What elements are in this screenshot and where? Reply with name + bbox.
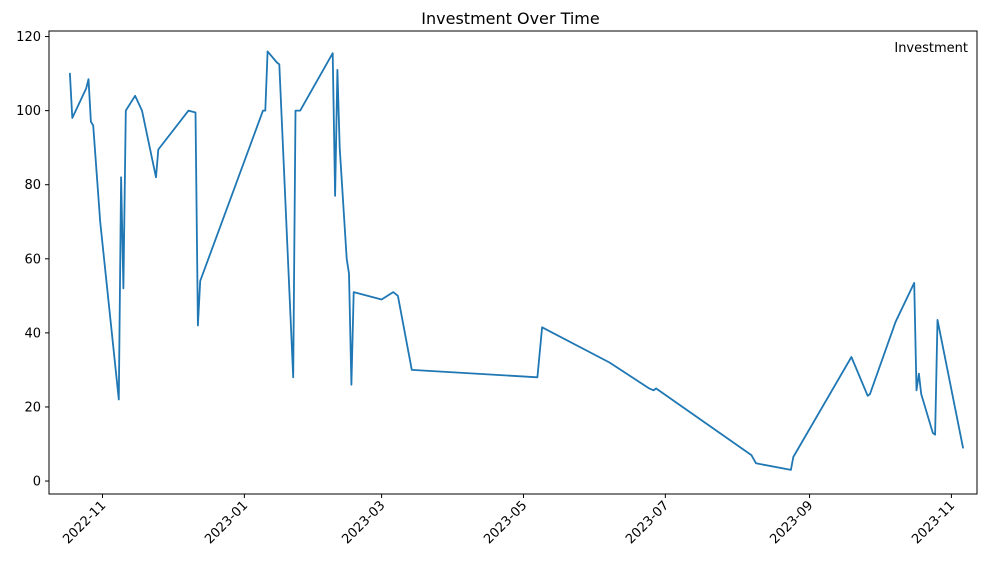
series-line-investment	[69, 50, 964, 471]
y-tick-label: 60	[24, 252, 41, 267]
y-tick-label: 40	[24, 326, 41, 341]
plot-frame	[48, 30, 978, 495]
chart-title: Investment Over Time	[421, 9, 599, 28]
y-tick-label: 0	[33, 475, 41, 490]
y-axis: 0 20 40 60 80 100 120	[16, 30, 49, 490]
y-tick-label: 20	[24, 400, 41, 415]
y-tick-label: 120	[16, 30, 41, 45]
series-layer	[69, 50, 964, 471]
legend-investment: Investment	[894, 41, 968, 56]
y-tick-label: 100	[16, 104, 41, 119]
y-tick-label: 80	[24, 178, 41, 193]
